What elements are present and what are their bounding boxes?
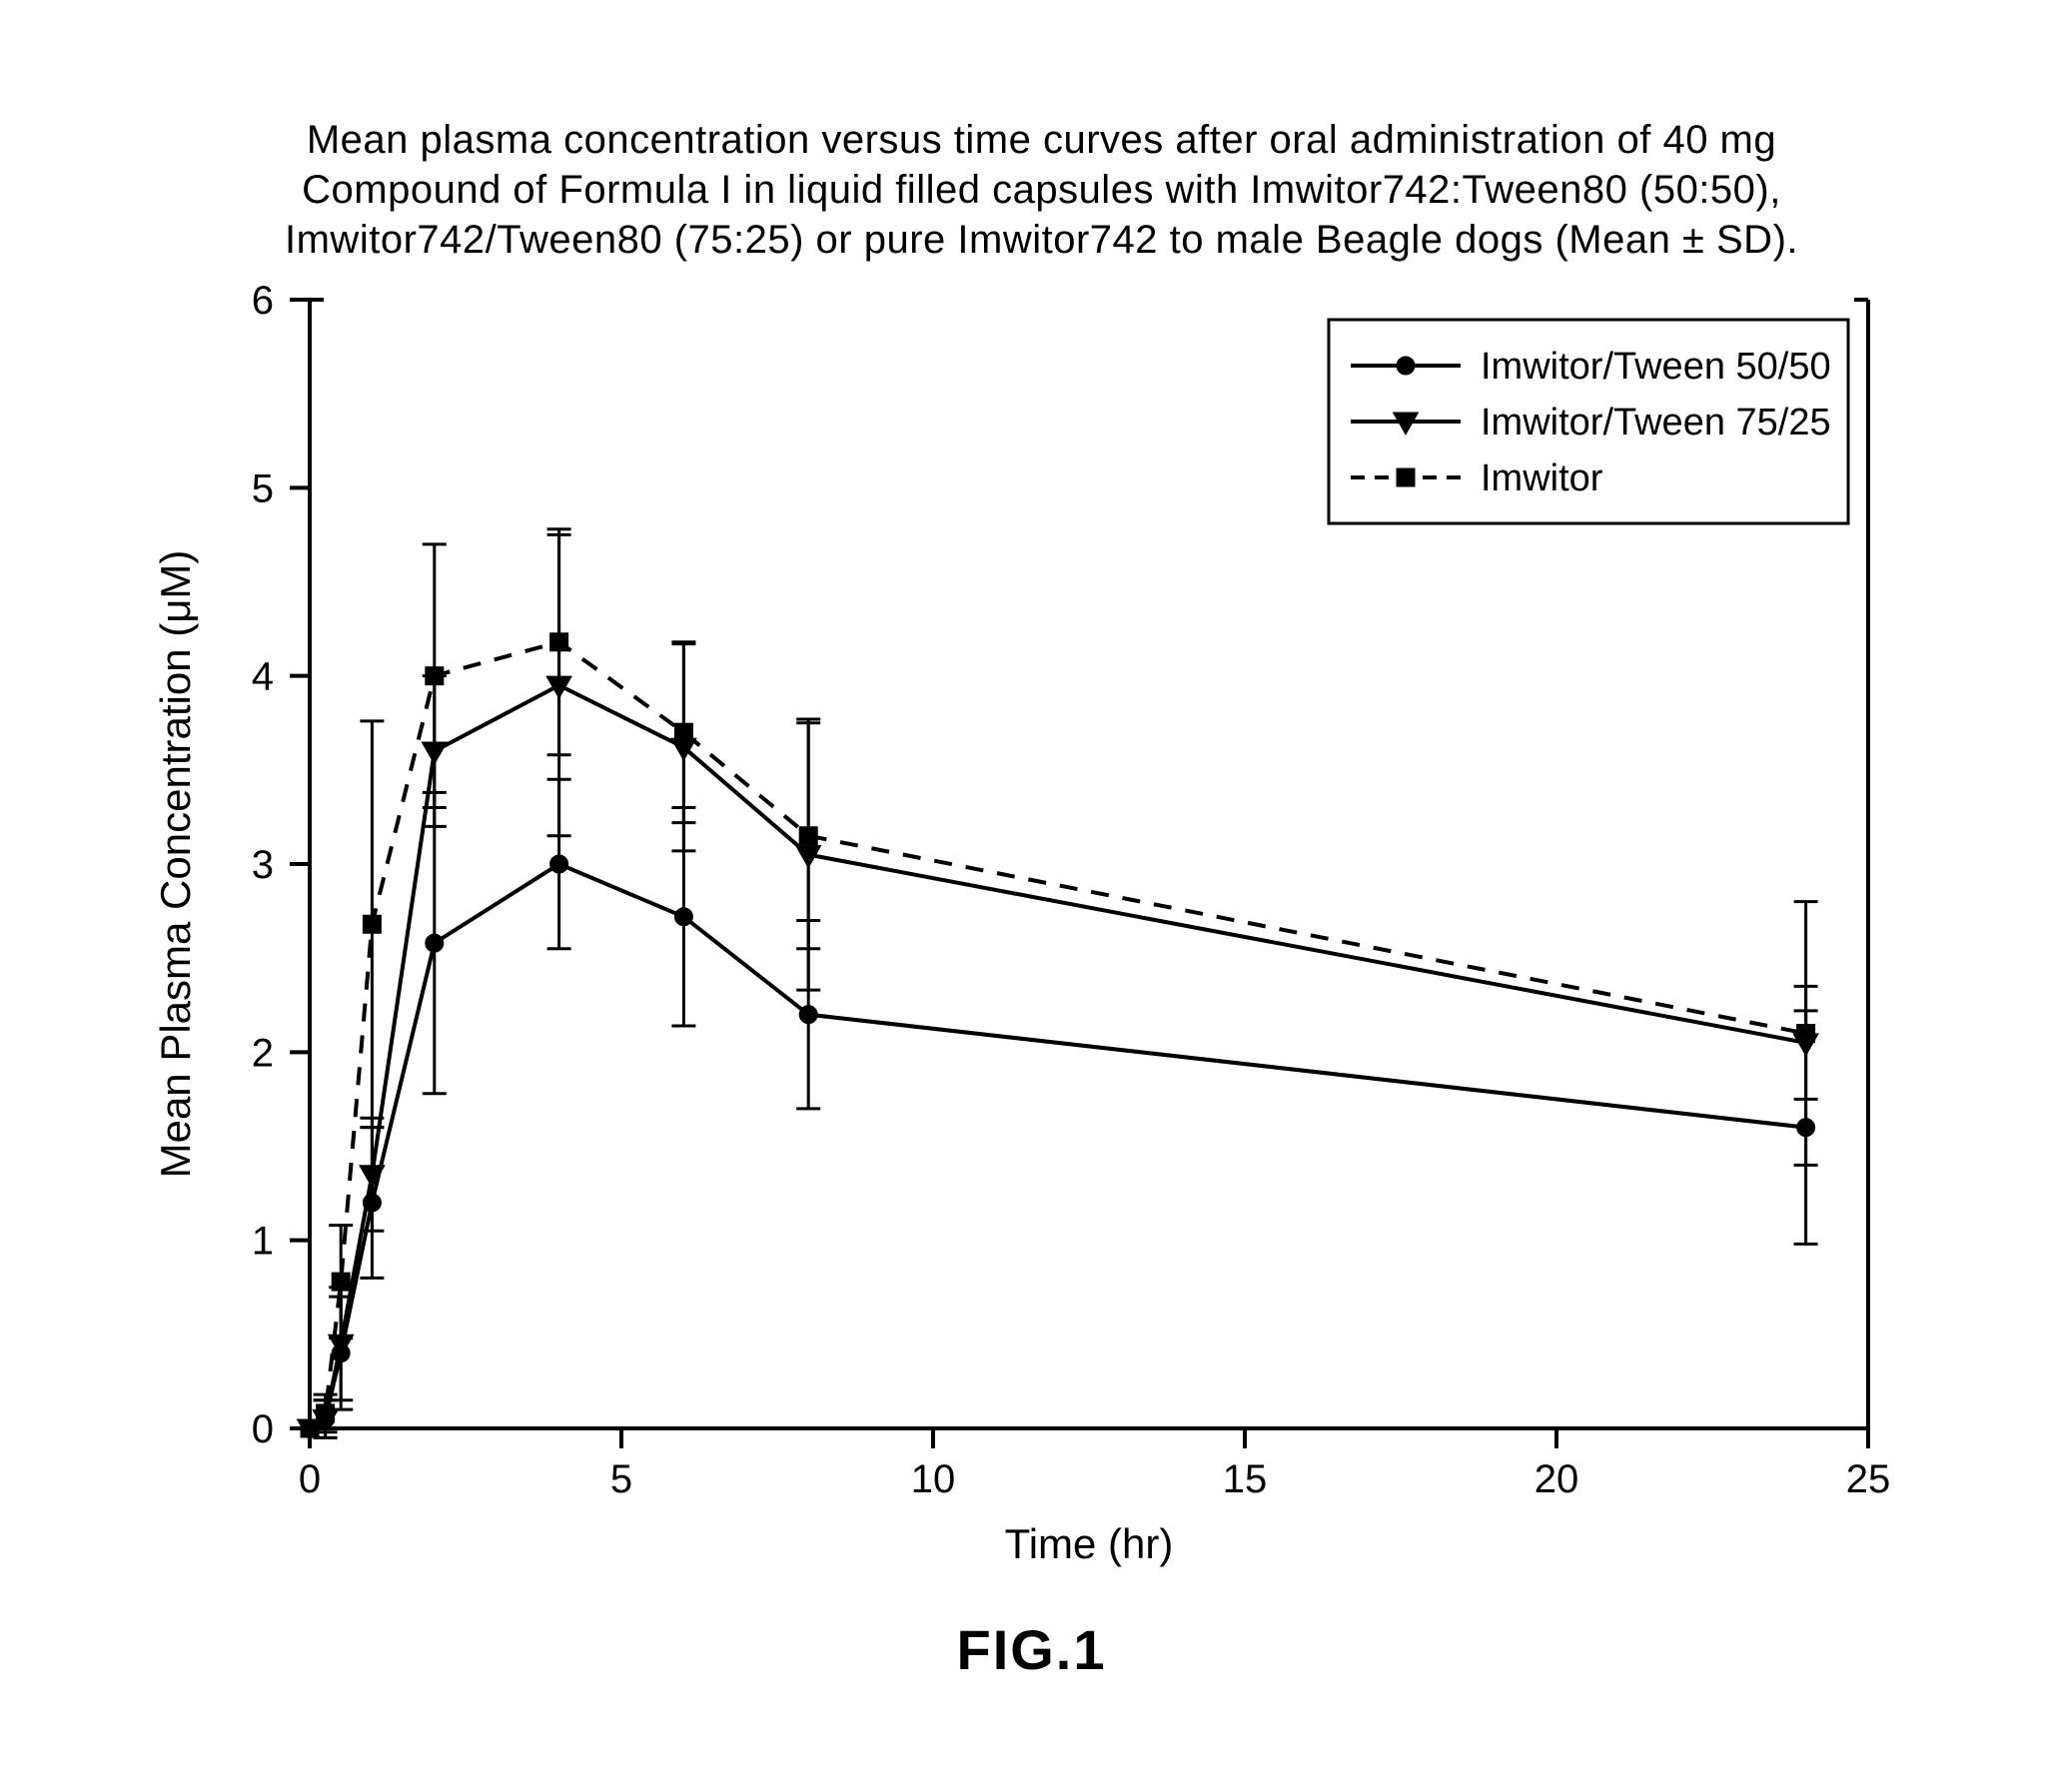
x-tick-label: 20 bbox=[1535, 1457, 1579, 1501]
series bbox=[301, 779, 1818, 1437]
legend-item-label: Imwitor bbox=[1481, 457, 1603, 499]
y-tick-label: 3 bbox=[252, 843, 274, 887]
series bbox=[298, 534, 1819, 1440]
x-tick-label: 15 bbox=[1223, 1457, 1268, 1501]
legend-item-label: Imwitor/Tween 50/50 bbox=[1481, 346, 1831, 388]
y-axis-label: Mean Plasma Concentration (μM) bbox=[152, 550, 199, 1179]
x-tick-label: 10 bbox=[911, 1457, 956, 1501]
x-tick-label: 25 bbox=[1846, 1457, 1891, 1501]
y-tick-label: 6 bbox=[252, 279, 274, 323]
y-tick-label: 0 bbox=[252, 1407, 274, 1451]
x-tick-label: 5 bbox=[610, 1457, 632, 1501]
y-tick-label: 2 bbox=[252, 1031, 274, 1075]
figure-label: FIG.1 bbox=[0, 1617, 2063, 1682]
y-tick-label: 4 bbox=[252, 655, 274, 699]
x-tick-label: 0 bbox=[299, 1457, 321, 1501]
legend-item-label: Imwitor/Tween 75/25 bbox=[1481, 402, 1831, 444]
series bbox=[301, 529, 1818, 1437]
y-tick-label: 1 bbox=[252, 1220, 274, 1264]
legend: Imwitor/Tween 50/50 Imwitor/Tween 75/25 Im… bbox=[1329, 320, 1848, 523]
plasma-concentration-chart: 0 5 10 15 20 25 0 1 2 3 4 5 6 Time (hr) Mean Plasma Co… bbox=[0, 0, 2063, 1678]
y-tick-label: 5 bbox=[252, 466, 274, 510]
x-axis-label: Time (hr) bbox=[1005, 1520, 1174, 1567]
